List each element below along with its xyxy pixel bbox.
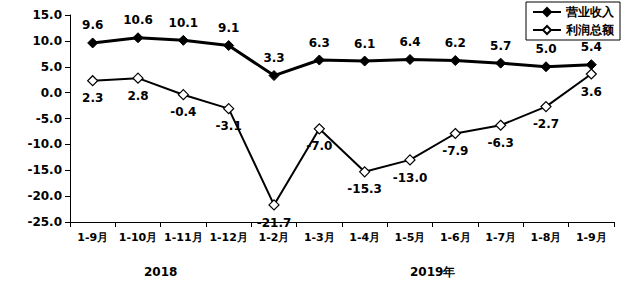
svg-text:1-7月: 1-7月 [485, 231, 516, 244]
svg-text:5.7: 5.7 [490, 39, 511, 53]
svg-text:15.0: 15.0 [32, 8, 62, 22]
svg-text:3.6: 3.6 [581, 85, 602, 99]
svg-text:1-10月: 1-10月 [119, 231, 158, 244]
svg-text:10.6: 10.6 [123, 13, 153, 27]
svg-text:1-9月: 1-9月 [77, 231, 108, 244]
svg-text:-2.7: -2.7 [533, 117, 559, 131]
svg-text:-15.3: -15.3 [347, 182, 382, 196]
svg-text:1-5月: 1-5月 [395, 231, 426, 244]
svg-text:2018: 2018 [144, 265, 177, 279]
svg-text:2.3: 2.3 [82, 91, 103, 105]
svg-text:-25.0: -25.0 [27, 215, 62, 229]
svg-text:-3.1: -3.1 [216, 119, 242, 133]
svg-text:2.8: 2.8 [127, 89, 148, 103]
svg-text:-7.0: -7.0 [306, 139, 332, 153]
svg-text:-20.0: -20.0 [27, 189, 62, 203]
svg-text:9.6: 9.6 [82, 18, 103, 32]
svg-text:10.0: 10.0 [32, 34, 62, 48]
svg-text:-7.9: -7.9 [442, 144, 468, 158]
svg-text:5.4: 5.4 [581, 40, 602, 54]
svg-text:-10.0: -10.0 [27, 137, 62, 151]
svg-text:营业收入: 营业收入 [565, 5, 615, 19]
svg-text:-15.0: -15.0 [27, 163, 62, 177]
svg-text:3.3: 3.3 [263, 51, 284, 65]
svg-text:6.1: 6.1 [354, 37, 375, 51]
svg-text:1-9月: 1-9月 [576, 231, 607, 244]
svg-text:-13.0: -13.0 [393, 171, 428, 185]
svg-text:-5.0: -5.0 [36, 112, 62, 126]
svg-text:6.4: 6.4 [399, 35, 420, 49]
svg-text:-6.3: -6.3 [488, 136, 514, 150]
svg-text:9.1: 9.1 [218, 21, 239, 35]
svg-text:6.3: 6.3 [309, 36, 330, 50]
svg-text:-0.4: -0.4 [170, 105, 196, 119]
svg-text:1-4月: 1-4月 [349, 231, 380, 244]
svg-text:10.1: 10.1 [169, 16, 199, 30]
svg-text:5.0: 5.0 [535, 42, 556, 56]
svg-text:利润总额: 利润总额 [565, 23, 615, 37]
svg-text:-21.7: -21.7 [257, 216, 292, 230]
svg-text:1-6月: 1-6月 [440, 231, 471, 244]
svg-text:5.0: 5.0 [41, 60, 62, 74]
svg-text:1-11月: 1-11月 [164, 231, 203, 244]
svg-text:6.2: 6.2 [445, 36, 466, 50]
svg-text:1-2月: 1-2月 [259, 231, 290, 244]
svg-text:0.0: 0.0 [41, 86, 62, 100]
svg-text:2019年: 2019年 [410, 265, 455, 279]
svg-text:1-3月: 1-3月 [304, 231, 335, 244]
svg-text:1-8月: 1-8月 [531, 231, 562, 244]
svg-text:1-12月: 1-12月 [209, 231, 248, 244]
